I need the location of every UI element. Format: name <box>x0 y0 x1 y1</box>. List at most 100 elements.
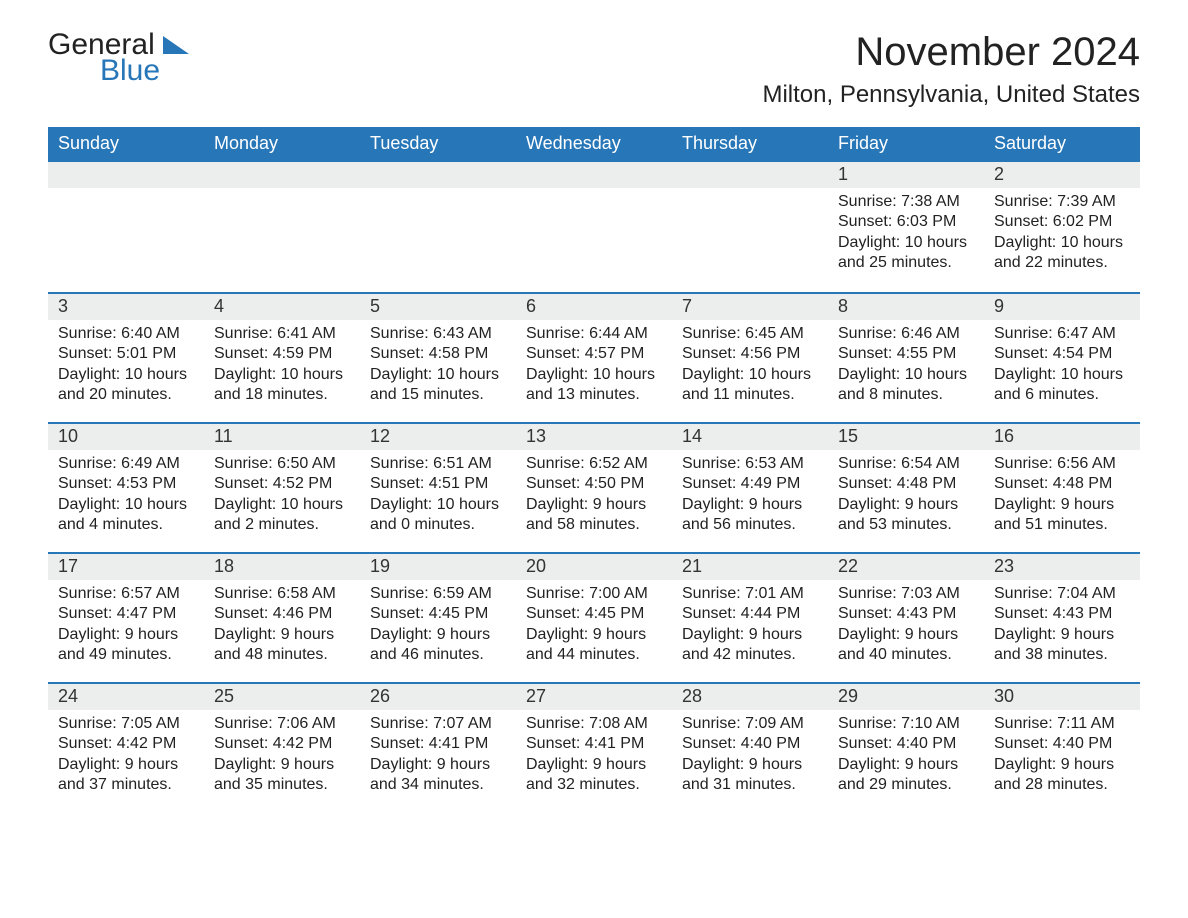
day-details: Sunrise: 6:45 AMSunset: 4:56 PMDaylight:… <box>672 320 828 412</box>
empty-day-bar <box>360 162 516 188</box>
sunrise-line: Sunrise: 7:03 AM <box>838 584 974 604</box>
calendar-cell: 21Sunrise: 7:01 AMSunset: 4:44 PMDayligh… <box>672 552 828 682</box>
sunrise-line: Sunrise: 7:08 AM <box>526 714 662 734</box>
day-number: 19 <box>360 554 516 580</box>
day-number: 17 <box>48 554 204 580</box>
day-cell: 2Sunrise: 7:39 AMSunset: 6:02 PMDaylight… <box>984 162 1140 280</box>
daylight-line: Daylight: 9 hours and 31 minutes. <box>682 755 818 796</box>
day-details: Sunrise: 7:00 AMSunset: 4:45 PMDaylight:… <box>516 580 672 672</box>
daylight-line: Daylight: 10 hours and 2 minutes. <box>214 495 350 536</box>
day-details: Sunrise: 7:38 AMSunset: 6:03 PMDaylight:… <box>828 188 984 280</box>
sunset-line: Sunset: 4:51 PM <box>370 474 506 494</box>
day-cell: 24Sunrise: 7:05 AMSunset: 4:42 PMDayligh… <box>48 682 204 802</box>
daylight-line: Daylight: 9 hours and 35 minutes. <box>214 755 350 796</box>
day-details: Sunrise: 6:56 AMSunset: 4:48 PMDaylight:… <box>984 450 1140 542</box>
daylight-line: Daylight: 9 hours and 38 minutes. <box>994 625 1130 666</box>
weekday-header: Monday <box>204 127 360 162</box>
calendar-cell: 16Sunrise: 6:56 AMSunset: 4:48 PMDayligh… <box>984 422 1140 552</box>
calendar-cell <box>204 162 360 292</box>
day-cell: 17Sunrise: 6:57 AMSunset: 4:47 PMDayligh… <box>48 552 204 672</box>
day-details: Sunrise: 6:44 AMSunset: 4:57 PMDaylight:… <box>516 320 672 412</box>
sunset-line: Sunset: 4:46 PM <box>214 604 350 624</box>
daylight-line: Daylight: 9 hours and 32 minutes. <box>526 755 662 796</box>
calendar-cell: 4Sunrise: 6:41 AMSunset: 4:59 PMDaylight… <box>204 292 360 422</box>
sunset-line: Sunset: 4:52 PM <box>214 474 350 494</box>
calendar-cell <box>360 162 516 292</box>
page-title: November 2024 <box>762 30 1140 75</box>
calendar-cell <box>672 162 828 292</box>
day-number: 6 <box>516 294 672 320</box>
day-details: Sunrise: 6:59 AMSunset: 4:45 PMDaylight:… <box>360 580 516 672</box>
empty-day-bar <box>672 162 828 188</box>
day-details: Sunrise: 6:50 AMSunset: 4:52 PMDaylight:… <box>204 450 360 542</box>
sunrise-line: Sunrise: 6:45 AM <box>682 324 818 344</box>
day-details: Sunrise: 7:08 AMSunset: 4:41 PMDaylight:… <box>516 710 672 802</box>
sunrise-line: Sunrise: 7:06 AM <box>214 714 350 734</box>
sunset-line: Sunset: 5:01 PM <box>58 344 194 364</box>
sunset-line: Sunset: 4:49 PM <box>682 474 818 494</box>
calendar-cell: 29Sunrise: 7:10 AMSunset: 4:40 PMDayligh… <box>828 682 984 812</box>
logo: General Blue <box>48 30 189 86</box>
sunset-line: Sunset: 4:40 PM <box>682 734 818 754</box>
sunrise-line: Sunrise: 6:58 AM <box>214 584 350 604</box>
calendar-cell: 14Sunrise: 6:53 AMSunset: 4:49 PMDayligh… <box>672 422 828 552</box>
day-number: 28 <box>672 684 828 710</box>
day-details: Sunrise: 7:01 AMSunset: 4:44 PMDaylight:… <box>672 580 828 672</box>
sunset-line: Sunset: 4:55 PM <box>838 344 974 364</box>
day-cell: 15Sunrise: 6:54 AMSunset: 4:48 PMDayligh… <box>828 422 984 542</box>
day-cell: 5Sunrise: 6:43 AMSunset: 4:58 PMDaylight… <box>360 292 516 412</box>
day-details: Sunrise: 6:49 AMSunset: 4:53 PMDaylight:… <box>48 450 204 542</box>
calendar-cell: 20Sunrise: 7:00 AMSunset: 4:45 PMDayligh… <box>516 552 672 682</box>
day-details: Sunrise: 7:09 AMSunset: 4:40 PMDaylight:… <box>672 710 828 802</box>
sunrise-line: Sunrise: 6:54 AM <box>838 454 974 474</box>
day-cell: 1Sunrise: 7:38 AMSunset: 6:03 PMDaylight… <box>828 162 984 280</box>
daylight-line: Daylight: 9 hours and 48 minutes. <box>214 625 350 666</box>
sunrise-line: Sunrise: 6:46 AM <box>838 324 974 344</box>
day-cell: 10Sunrise: 6:49 AMSunset: 4:53 PMDayligh… <box>48 422 204 542</box>
sunset-line: Sunset: 6:02 PM <box>994 212 1130 232</box>
day-details: Sunrise: 7:39 AMSunset: 6:02 PMDaylight:… <box>984 188 1140 280</box>
daylight-line: Daylight: 10 hours and 15 minutes. <box>370 365 506 406</box>
day-details: Sunrise: 7:07 AMSunset: 4:41 PMDaylight:… <box>360 710 516 802</box>
day-details: Sunrise: 6:58 AMSunset: 4:46 PMDaylight:… <box>204 580 360 672</box>
daylight-line: Daylight: 9 hours and 40 minutes. <box>838 625 974 666</box>
day-cell: 12Sunrise: 6:51 AMSunset: 4:51 PMDayligh… <box>360 422 516 542</box>
day-details: Sunrise: 6:46 AMSunset: 4:55 PMDaylight:… <box>828 320 984 412</box>
sunrise-line: Sunrise: 6:59 AM <box>370 584 506 604</box>
day-number: 11 <box>204 424 360 450</box>
sunset-line: Sunset: 4:43 PM <box>994 604 1130 624</box>
day-cell: 26Sunrise: 7:07 AMSunset: 4:41 PMDayligh… <box>360 682 516 802</box>
weekday-header: Thursday <box>672 127 828 162</box>
day-details: Sunrise: 6:57 AMSunset: 4:47 PMDaylight:… <box>48 580 204 672</box>
day-details: Sunrise: 6:47 AMSunset: 4:54 PMDaylight:… <box>984 320 1140 412</box>
calendar-cell <box>48 162 204 292</box>
day-cell: 23Sunrise: 7:04 AMSunset: 4:43 PMDayligh… <box>984 552 1140 672</box>
day-number: 18 <box>204 554 360 580</box>
day-details: Sunrise: 6:41 AMSunset: 4:59 PMDaylight:… <box>204 320 360 412</box>
calendar-cell: 25Sunrise: 7:06 AMSunset: 4:42 PMDayligh… <box>204 682 360 812</box>
calendar-cell: 10Sunrise: 6:49 AMSunset: 4:53 PMDayligh… <box>48 422 204 552</box>
sunset-line: Sunset: 4:48 PM <box>838 474 974 494</box>
calendar-cell: 30Sunrise: 7:11 AMSunset: 4:40 PMDayligh… <box>984 682 1140 812</box>
day-details: Sunrise: 6:54 AMSunset: 4:48 PMDaylight:… <box>828 450 984 542</box>
day-number: 20 <box>516 554 672 580</box>
sunrise-line: Sunrise: 6:47 AM <box>994 324 1130 344</box>
sunrise-line: Sunrise: 7:39 AM <box>994 192 1130 212</box>
day-details: Sunrise: 6:43 AMSunset: 4:58 PMDaylight:… <box>360 320 516 412</box>
day-details: Sunrise: 6:51 AMSunset: 4:51 PMDaylight:… <box>360 450 516 542</box>
day-number: 5 <box>360 294 516 320</box>
daylight-line: Daylight: 10 hours and 20 minutes. <box>58 365 194 406</box>
sunrise-line: Sunrise: 7:38 AM <box>838 192 974 212</box>
day-number: 1 <box>828 162 984 188</box>
day-number: 4 <box>204 294 360 320</box>
day-number: 14 <box>672 424 828 450</box>
daylight-line: Daylight: 10 hours and 25 minutes. <box>838 233 974 274</box>
calendar-cell: 12Sunrise: 6:51 AMSunset: 4:51 PMDayligh… <box>360 422 516 552</box>
weekday-header: Friday <box>828 127 984 162</box>
day-number: 9 <box>984 294 1140 320</box>
calendar-cell: 8Sunrise: 6:46 AMSunset: 4:55 PMDaylight… <box>828 292 984 422</box>
sunset-line: Sunset: 4:58 PM <box>370 344 506 364</box>
daylight-line: Daylight: 9 hours and 42 minutes. <box>682 625 818 666</box>
empty-day-bar <box>48 162 204 188</box>
day-cell: 8Sunrise: 6:46 AMSunset: 4:55 PMDaylight… <box>828 292 984 412</box>
